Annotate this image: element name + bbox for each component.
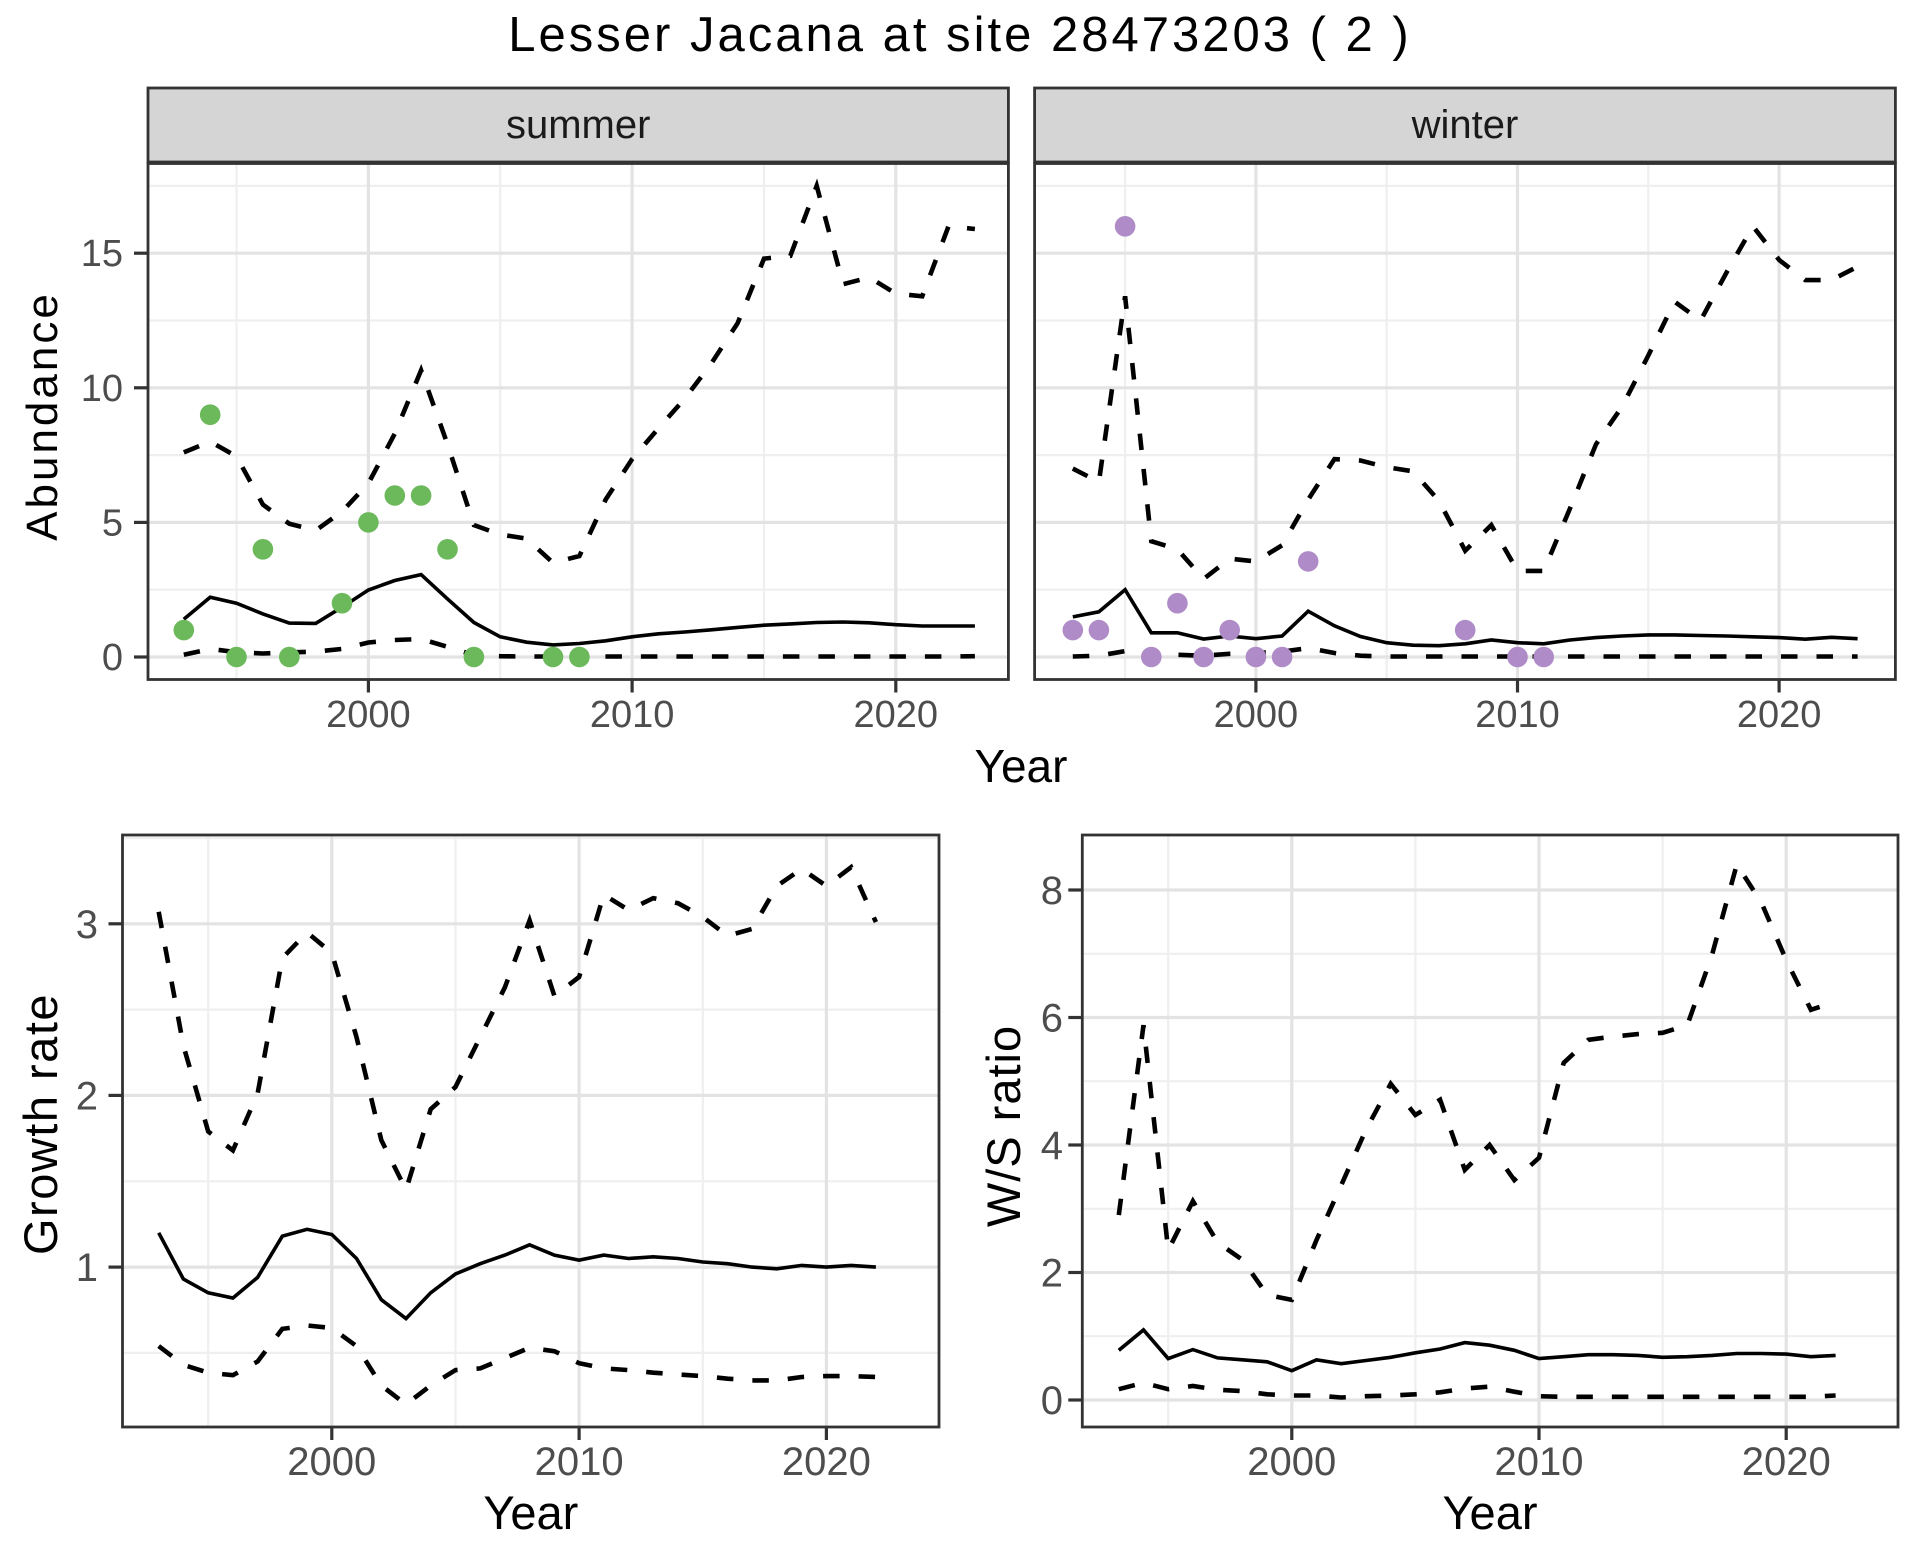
svg-text:2020: 2020 — [1737, 694, 1822, 736]
svg-text:W/S ratio: W/S ratio — [977, 1025, 1030, 1227]
svg-text:2000: 2000 — [1247, 1440, 1336, 1484]
svg-text:Year: Year — [1443, 1486, 1538, 1539]
svg-text:Year: Year — [483, 1486, 578, 1539]
svg-text:3: 3 — [76, 903, 98, 947]
svg-text:1: 1 — [76, 1246, 98, 1290]
svg-text:6: 6 — [1041, 997, 1063, 1041]
svg-text:2020: 2020 — [782, 1440, 871, 1484]
svg-text:2020: 2020 — [854, 694, 939, 736]
svg-text:5: 5 — [102, 502, 123, 544]
svg-text:Growth rate: Growth rate — [14, 993, 67, 1255]
svg-text:Lesser Jacana at site 28473203: Lesser Jacana at site 28473203 ( 2 ) — [508, 8, 1411, 62]
svg-text:Year: Year — [975, 740, 1068, 792]
svg-text:2000: 2000 — [287, 1440, 376, 1484]
svg-text:2020: 2020 — [1742, 1440, 1831, 1484]
svg-text:2010: 2010 — [1495, 1440, 1584, 1484]
svg-text:0: 0 — [1041, 1379, 1063, 1423]
svg-text:2000: 2000 — [1214, 694, 1299, 736]
svg-text:8: 8 — [1041, 869, 1063, 913]
svg-text:2000: 2000 — [326, 694, 411, 736]
svg-text:15: 15 — [81, 233, 123, 275]
svg-text:2010: 2010 — [1475, 694, 1560, 736]
svg-text:2: 2 — [76, 1074, 98, 1118]
svg-text:2010: 2010 — [535, 1440, 624, 1484]
svg-text:10: 10 — [81, 368, 123, 410]
svg-text:winter: winter — [1411, 103, 1519, 147]
svg-text:summer: summer — [506, 103, 650, 147]
svg-text:0: 0 — [102, 637, 123, 679]
svg-text:4: 4 — [1041, 1124, 1063, 1168]
svg-text:2010: 2010 — [590, 694, 675, 736]
svg-text:Abundance: Abundance — [18, 291, 67, 541]
svg-text:2: 2 — [1041, 1252, 1063, 1296]
